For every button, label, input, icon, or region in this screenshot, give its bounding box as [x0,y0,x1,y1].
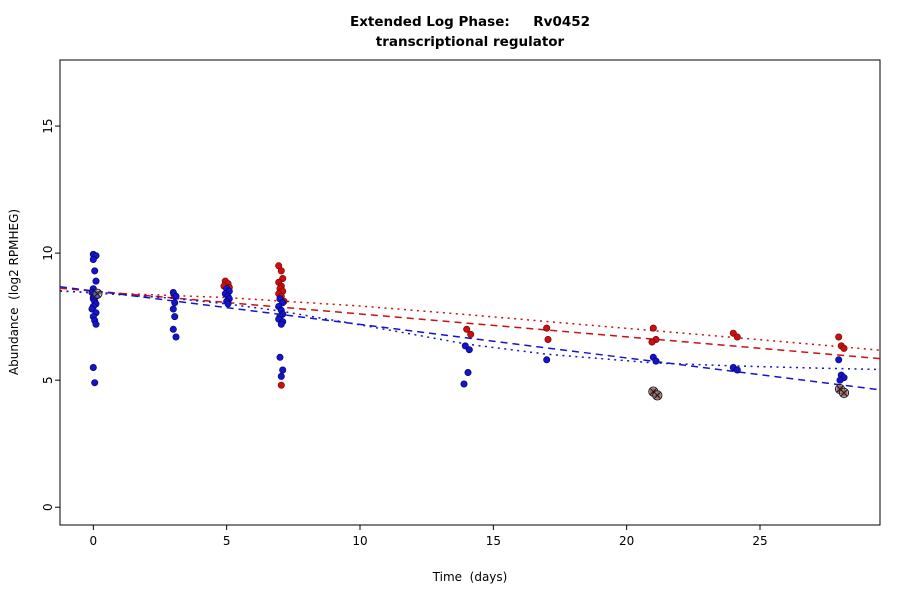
chart-title: Extended Log Phase: Rv0452 [349,14,591,30]
point-condition-blue [465,346,473,354]
point-condition-blue [460,380,468,388]
point-condition-red [463,325,471,333]
plot-frame [59,59,881,526]
point-condition-red [277,381,285,389]
point-condition-blue [733,366,741,374]
point-condition-blue [92,320,100,328]
point-condition-red [277,267,285,275]
point-condition-blue [276,353,284,361]
point-condition-blue [543,356,551,364]
y-tick-label: 5 [41,376,55,384]
x-tick-label: 5 [223,534,231,548]
point-condition-blue [836,376,844,384]
point-condition-red [543,324,551,332]
trend-line-red-dotted [59,290,881,351]
point-condition-blue [91,379,99,387]
x-tick-label: 25 [752,534,767,548]
point-condition-blue [172,292,180,300]
point-condition-blue [172,333,180,341]
trend-line-red-dashed [59,287,881,360]
x-tick-label: 0 [90,534,98,548]
point-condition-blue [92,277,100,285]
x-tick-label: 10 [352,534,367,548]
chart-subtitle: transcriptional regulator [375,34,565,50]
point-condition-blue [89,255,97,263]
x-tick-label: 20 [619,534,634,548]
point-condition-blue [91,267,99,275]
point-condition-red [733,333,741,341]
y-tick-label: 15 [41,118,55,133]
point-condition-red [467,330,475,338]
x-axis-label: Time (days) [432,570,508,584]
outlier-x-stroke [653,391,661,400]
point-condition-blue [277,372,285,380]
trend-line-blue-dashed [59,285,881,391]
point-condition-blue [169,305,177,313]
y-tick-label: 10 [41,245,55,260]
point-condition-blue [89,363,97,371]
outlier-x-stroke [93,290,101,298]
point-condition-blue [279,366,287,374]
y-tick-label: 0 [41,503,55,511]
point-condition-red [649,324,657,332]
point-condition-blue [835,356,843,364]
outlier-x-stroke [836,385,844,393]
outlier-x-stroke [649,387,657,396]
point-condition-red [835,333,843,341]
point-condition-blue [277,320,285,328]
point-condition-blue [224,300,232,308]
x-tick-label: 15 [486,534,501,548]
point-condition-blue [171,299,179,307]
point-condition-blue [652,357,660,365]
point-condition-red [840,344,848,352]
point-condition-blue [171,313,179,321]
point-condition-blue [464,368,472,376]
point-condition-blue [169,325,177,333]
point-condition-red [544,335,552,343]
chart-title-block: Extended Log Phase: Rv0452 transcription… [60,12,880,52]
outlier-x-stroke [840,389,848,397]
point-condition-red [648,338,656,346]
